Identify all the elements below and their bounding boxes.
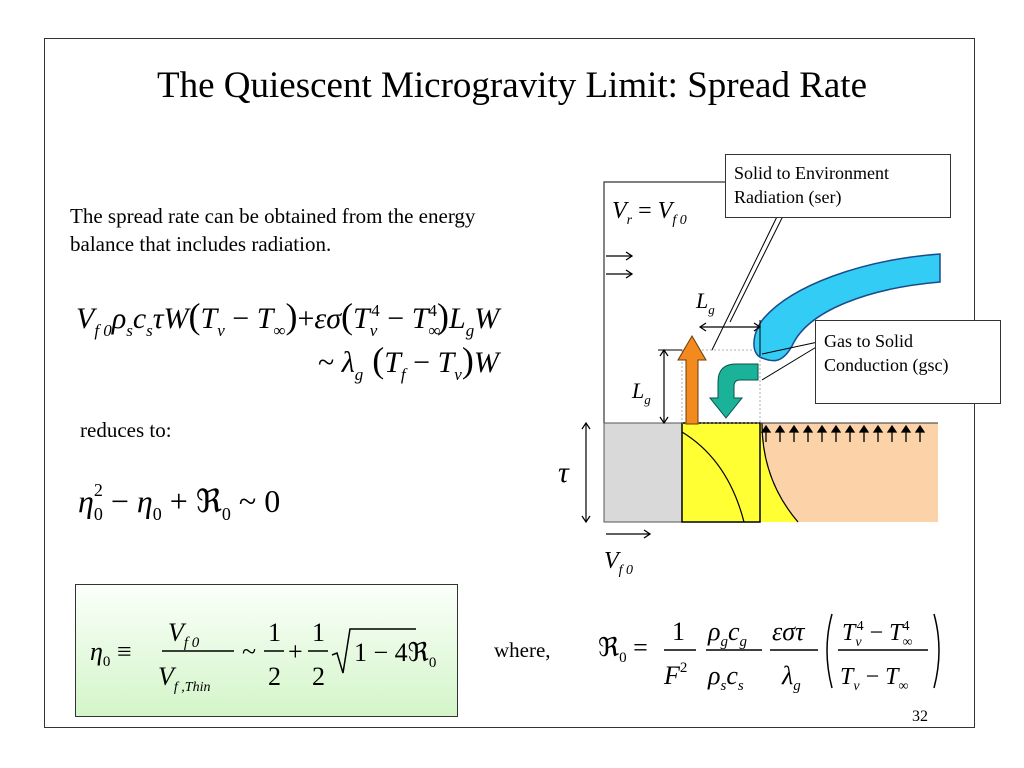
flame-spread-diagram: Vr = Vf 0 Lg Lg [558,181,941,578]
svg-text:1 − 4ℜ0: 1 − 4ℜ0 [354,638,436,671]
flow-arrows [606,251,634,279]
eta-definition-box: η0 ≡ Vf 0 Vf ,Thin ~ 1 2 + 1 2 1 − 4ℜ0 [75,584,458,717]
slide-title: The Quiescent Microgravity Limit: Spread… [157,65,867,106]
svg-text:~: ~ [242,637,256,666]
svg-text:2: 2 [268,662,281,691]
gray-fuel-region [603,422,683,523]
svg-text:1: 1 [672,617,685,646]
gsc-arrow [708,363,759,419]
svg-text:Tv − T∞: Tv − T∞ [840,664,908,694]
svg-text:ρgcg: ρgcg [707,617,748,650]
svg-text:Vf 0ρscsτW(Tv − T∞)+εσ(Tv4 − T: Vf 0ρscsτW(Tv − T∞)+εσ(Tv4 − T∞4)LgW [76,296,502,340]
svg-text:Vf 0: Vf 0 [604,548,633,578]
svg-text:1: 1 [312,618,325,647]
yellow-pyrolysis-zone [682,423,798,522]
gas-control-region [681,349,761,424]
svg-text:τ: τ [558,456,570,489]
svg-text:ρscs: ρscs [707,661,744,694]
svg-text:F2: F2 [663,660,687,690]
ser-callout: Solid to Environment Radiation (ser) [725,154,951,218]
peach-fuel-region [760,423,938,522]
svg-text:Lg: Lg [631,378,651,407]
svg-text:Vf ,Thin: Vf ,Thin [158,662,210,695]
svg-text:Lg: Lg [695,288,715,317]
svg-text:Vf 0: Vf 0 [168,618,200,651]
eta-definition-equation: η0 ≡ Vf 0 Vf ,Thin ~ 1 2 + 1 2 1 − 4ℜ0 [90,618,436,695]
svg-text:η02 − η0 + ℜ0 ~ 0: η02 − η0 + ℜ0 ~ 0 [78,480,280,524]
ser-arrow [677,335,707,425]
radiation-number-equation: ℜ0 = 1 F2 ρgcg ρscs εστ λg Tv4 − T∞4 Tv … [598,613,940,694]
svg-text:1: 1 [268,618,281,647]
page-number: 32 [912,708,928,725]
svg-text:Tv4 − T∞4: Tv4 − T∞4 [842,619,912,650]
reduces-to-text: reduces to: [80,418,172,442]
intro-text: The spread rate can be obtained from the… [70,204,476,256]
gsc-callout: Gas to Solid Conduction (gsc) [815,320,1001,404]
svg-text:~ λg (Tf − Tv)W: ~ λg (Tf − Tv)W [318,340,502,384]
radiation-arrows [760,424,926,442]
flame-shape [753,253,941,362]
svg-text:+: + [288,637,303,666]
svg-text:2: 2 [312,662,325,691]
svg-text:εστ: εστ [772,617,806,646]
pyrolysis-back-curve [761,422,799,523]
reduced-equation: η02 − η0 + ℜ0 ~ 0 [78,480,280,524]
svg-text:ℜ0 =: ℜ0 = [598,633,648,666]
svg-text:λg: λg [781,661,801,694]
svg-text:η0 ≡: η0 ≡ [90,637,132,670]
svg-text:Vr = Vf 0: Vr = Vf 0 [612,198,687,228]
energy-balance-equation: Vf 0ρscsτW(Tv − T∞)+εσ(Tv4 − T∞4)LgW ~ λ… [76,296,502,384]
pyrolysis-front-curve [681,431,745,523]
where-text: where, [494,638,551,662]
